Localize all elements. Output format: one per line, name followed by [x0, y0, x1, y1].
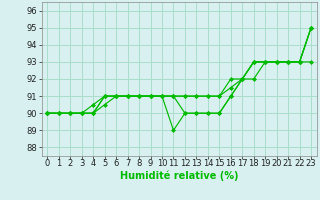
X-axis label: Humidité relative (%): Humidité relative (%) [120, 171, 238, 181]
